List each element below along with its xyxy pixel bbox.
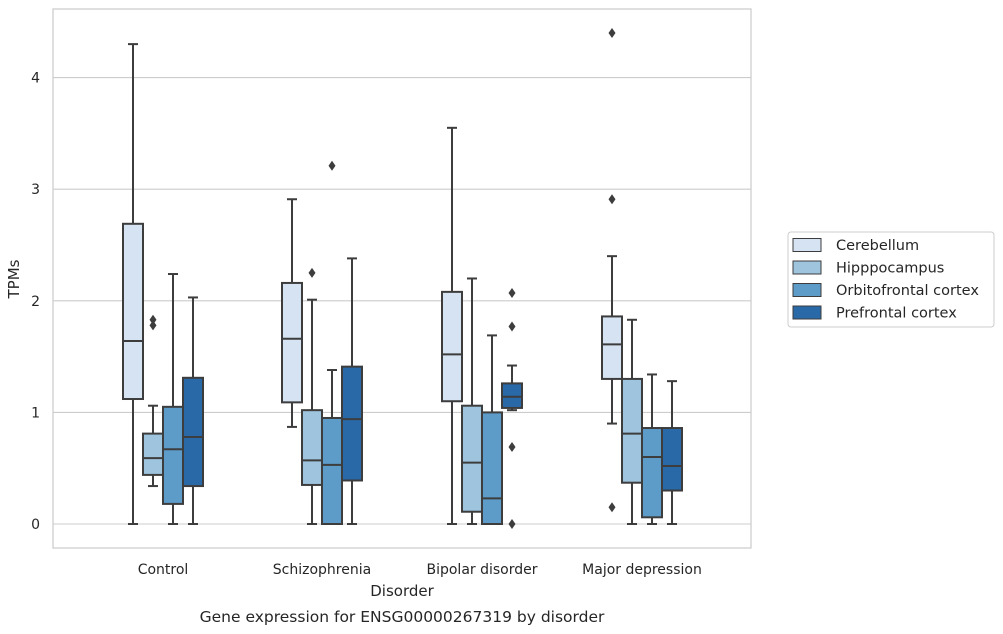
x-tick-label: Control	[138, 562, 189, 578]
box-group	[481, 334, 503, 525]
outlier-marker	[508, 519, 516, 529]
box-group	[142, 314, 164, 488]
plot-frame	[52, 8, 752, 549]
legend-label: Prefrontal cortex	[836, 306, 957, 322]
y-tick-label: 0	[31, 517, 40, 533]
box	[461, 404, 483, 513]
y-axis-label: TPMs	[5, 259, 23, 299]
legend-label: Cerebellum	[836, 238, 919, 254]
chart-caption: Gene expression for ENSG00000267319 by d…	[200, 608, 605, 626]
box-group	[162, 273, 184, 525]
box-group	[182, 296, 204, 525]
box-group	[501, 287, 523, 529]
outlier-marker	[149, 314, 157, 325]
legend-frame	[787, 231, 995, 328]
box	[601, 315, 623, 380]
box	[321, 416, 343, 526]
legend: Cerebellum Hipppocampus Orbitofrontal cort…	[787, 231, 995, 328]
legend-swatch	[792, 238, 822, 252]
box	[162, 405, 184, 505]
outlier-marker	[608, 502, 616, 513]
x-tick-label: Major depression	[582, 562, 702, 578]
box	[441, 290, 463, 403]
x-axis-label: Disorder	[370, 582, 434, 600]
box	[301, 409, 323, 486]
legend-swatch	[792, 305, 822, 320]
y-tick-labels: 0 1 2 3 4	[31, 71, 40, 533]
box	[341, 365, 363, 482]
outlier-marker	[308, 267, 316, 278]
box-group	[641, 373, 663, 525]
legend-label: Orbitofrontal cortex	[836, 283, 979, 299]
y-tick-label: 3	[31, 182, 40, 198]
box	[142, 432, 164, 476]
box	[641, 427, 663, 519]
boxes	[122, 27, 683, 529]
box-group	[621, 318, 643, 525]
outlier-marker	[328, 160, 336, 171]
legend-swatch	[792, 283, 822, 297]
box	[621, 377, 643, 484]
box-group	[122, 43, 144, 525]
box	[481, 411, 503, 525]
box	[182, 376, 204, 488]
box-group	[661, 380, 683, 525]
box-group	[321, 160, 343, 526]
y-tick-label: 1	[31, 405, 40, 421]
box-group	[301, 267, 323, 525]
x-tick-label: Schizophrenia	[273, 562, 371, 578]
legend-swatch	[792, 260, 822, 275]
y-tick-label: 2	[31, 294, 40, 310]
x-tick-labels: Control Schizophrenia Bipolar disorder Majo…	[138, 562, 702, 578]
box-group	[341, 257, 363, 525]
outlier-marker	[508, 441, 516, 452]
box-group	[601, 27, 623, 513]
box	[501, 382, 523, 409]
box-group	[281, 198, 303, 428]
box	[281, 281, 303, 404]
box-group	[441, 126, 463, 525]
outlier-marker	[608, 27, 616, 38]
outlier-marker	[149, 320, 157, 331]
box	[661, 427, 683, 492]
box-group	[461, 277, 483, 525]
outlier-marker	[608, 194, 616, 205]
outlier-marker	[508, 287, 516, 298]
y-tick-label: 4	[31, 71, 40, 87]
x-tick-label: Bipolar disorder	[426, 562, 537, 578]
box	[122, 222, 144, 401]
outlier-marker	[508, 321, 516, 332]
legend-label: Hipppocampus	[836, 261, 944, 277]
